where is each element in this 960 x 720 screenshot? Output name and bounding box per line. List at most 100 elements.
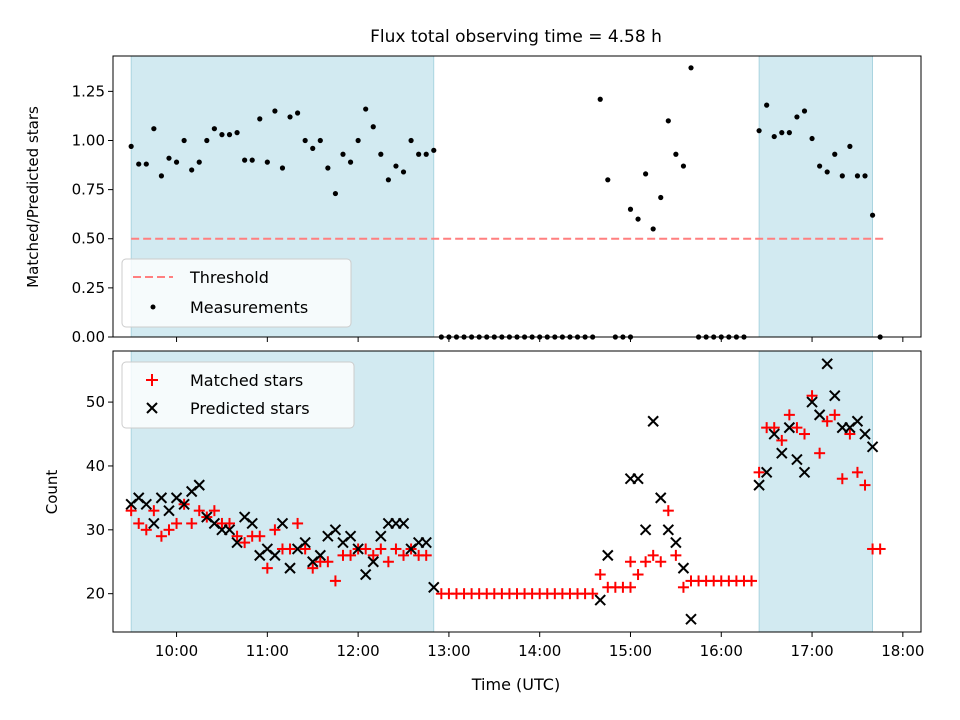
y-tick-label: 0.25 [72, 279, 105, 297]
measurement-point [279, 165, 286, 171]
matched-star-point [746, 575, 758, 587]
measurement-point [363, 106, 369, 112]
measurement-point [219, 132, 225, 138]
x-tick-label: 11:00 [246, 642, 289, 660]
matched-star-point [753, 466, 765, 478]
measurement-point [310, 145, 316, 151]
predicted-star-point [813, 409, 826, 421]
matched-star-point [125, 505, 137, 517]
matched-star-point [420, 549, 432, 561]
shaded-span [758, 350, 873, 633]
matched-star-point [836, 473, 848, 485]
measurement-point [416, 151, 422, 157]
measurement-point [264, 159, 270, 165]
measurement-point [431, 147, 437, 153]
x-tick-label: 16:00 [700, 642, 743, 660]
matched-star-point [776, 434, 788, 446]
predicted-star-point [602, 549, 614, 562]
predicted-star-point [163, 504, 175, 517]
predicted-star-point [806, 396, 818, 408]
predicted-star-point [359, 568, 372, 581]
matched-star-point [670, 549, 682, 561]
legend-measurements-label: Measurements [190, 298, 308, 317]
x-tick-label: 13:00 [427, 642, 470, 660]
matched-star-point [261, 562, 273, 574]
matched-star-point [284, 543, 296, 555]
legend-matched-swatch [146, 374, 158, 386]
measurement-point [817, 163, 823, 169]
matched-star-point [632, 569, 644, 581]
y-tick-label: 30 [86, 521, 105, 539]
measurement-point [378, 151, 384, 157]
measurement-point [756, 128, 762, 134]
measurement-point [854, 173, 861, 179]
bottom-y-ticks: 20 30 40 50 [86, 393, 113, 603]
x-tick-label: 17:00 [790, 642, 833, 660]
measurement-point [839, 173, 845, 179]
measurement-point [627, 206, 634, 212]
measurement-point [272, 108, 278, 114]
measurement-point [294, 110, 301, 116]
predicted-star-point [685, 613, 697, 625]
matched-star-point [382, 556, 394, 568]
bottom-legend-box [121, 361, 355, 429]
matched-star-point [587, 588, 599, 600]
x-tick-label: 15:00 [609, 642, 652, 660]
matched-star-point [239, 537, 251, 549]
measurement-point [287, 114, 293, 120]
predicted-star-point [314, 549, 327, 562]
measurement-point [643, 171, 649, 177]
measurement-point [242, 157, 248, 163]
measurement-point [136, 161, 142, 167]
measurement-point [801, 108, 808, 114]
measurement-point [173, 159, 180, 165]
bottom-x-ticks: 10:00 11:00 12:00 13:00 14:00 15:00 16:00 17:00… [155, 632, 924, 660]
matched-star-point [783, 409, 795, 421]
predicted-star-point [647, 415, 659, 427]
predicted-star-point [859, 428, 871, 440]
matched-star-point [269, 524, 281, 536]
top-legend: Threshold Measurements [121, 258, 352, 328]
measurement-point [347, 159, 354, 165]
measurement-point [211, 126, 217, 132]
measurement-point [794, 114, 800, 120]
measurement-point [325, 165, 331, 171]
y-tick-label: 0.00 [72, 328, 105, 346]
matched-star-point [367, 549, 379, 561]
matched-star-point [193, 505, 205, 517]
legend-measurements-swatch [150, 304, 156, 310]
predicted-star-point [632, 473, 644, 485]
matched-star-point [292, 517, 304, 529]
measurement-point [688, 65, 694, 71]
predicted-star-point [223, 524, 236, 536]
measurement-point [370, 124, 376, 130]
matched-star-point [398, 549, 410, 561]
predicted-star-point [148, 517, 160, 530]
matched-star-point [148, 505, 160, 517]
matched-star-point [655, 556, 667, 568]
predicted-star-point [851, 415, 864, 427]
predicted-star-point [821, 358, 833, 370]
predicted-star-point [352, 543, 364, 555]
matched-star-point [254, 530, 266, 542]
measurement-point [764, 102, 770, 108]
measurement-point [779, 130, 785, 136]
measurement-point [847, 143, 853, 149]
predicted-star-point [155, 492, 168, 504]
measurement-point [771, 133, 777, 140]
matched-star-point [844, 428, 856, 440]
matched-star-point [594, 569, 606, 581]
matched-star-point [624, 556, 636, 568]
measurement-point [832, 151, 838, 157]
top-x-ticks [176, 337, 904, 342]
measurement-point [658, 194, 664, 201]
measurement-point [151, 126, 157, 132]
matched-star-point [299, 543, 311, 555]
measurement-point [408, 137, 414, 144]
matched-star-point [806, 390, 818, 402]
matched-star-point [375, 543, 387, 555]
matched-star-point [859, 479, 871, 491]
matched-star-point [662, 505, 674, 517]
predicted-star-point [299, 536, 311, 549]
predicted-star-point [791, 453, 803, 466]
